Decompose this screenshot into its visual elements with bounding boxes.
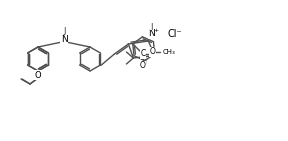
- Text: |: |: [63, 27, 65, 34]
- Text: O: O: [150, 47, 156, 56]
- Text: N: N: [148, 29, 155, 38]
- Text: O: O: [140, 61, 146, 70]
- Text: |: |: [150, 23, 153, 29]
- Text: CH₃: CH₃: [163, 49, 175, 55]
- Text: C: C: [140, 49, 145, 58]
- Text: O: O: [35, 70, 41, 80]
- Text: O: O: [35, 71, 41, 80]
- Text: N: N: [61, 36, 67, 45]
- Text: Cl⁻: Cl⁻: [168, 29, 182, 39]
- Text: +: +: [154, 27, 159, 32]
